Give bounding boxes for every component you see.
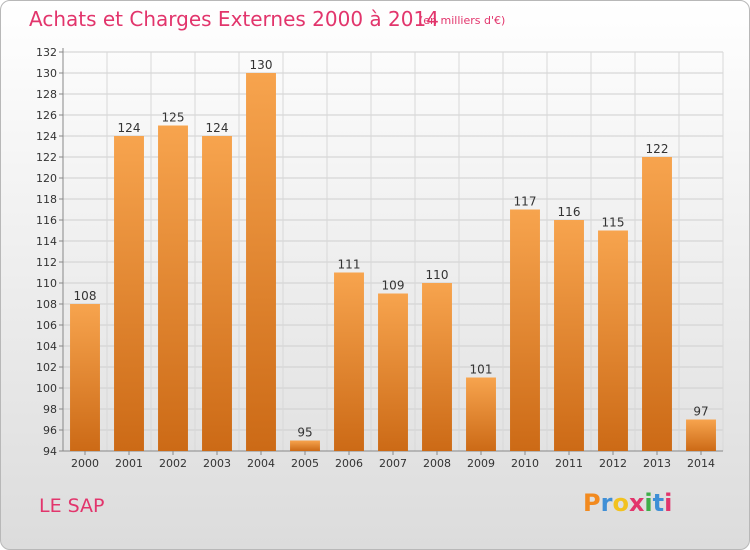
y-tick-label: 122	[36, 151, 57, 164]
bar	[334, 272, 364, 451]
x-tick-label: 2007	[379, 457, 407, 470]
y-tick-label: 128	[36, 88, 57, 101]
y-tick-label: 106	[36, 319, 57, 332]
y-tick-label: 124	[36, 130, 57, 143]
x-tick-label: 2010	[511, 457, 539, 470]
y-tick-label: 100	[36, 382, 57, 395]
data-label: 110	[426, 268, 449, 282]
bar	[510, 209, 540, 451]
chart-subtitle: (en milliers d'€)	[419, 14, 506, 27]
bar-chart: 94 96 98 100 102 104 106 108 110 112 114 116 118 120 1…	[36, 46, 724, 470]
x-tick-label: 2002	[159, 457, 187, 470]
data-label: 111	[338, 258, 361, 272]
data-labels: 108 124 125 124 130 95 111 109 110 101 117 116 115 12…	[74, 58, 709, 440]
x-tick-label: 2008	[423, 457, 451, 470]
y-tick-label: 108	[36, 298, 57, 311]
bar	[114, 136, 144, 451]
y-tick-label: 112	[36, 256, 57, 269]
y-tick-label: 114	[36, 235, 57, 248]
data-label: 124	[206, 121, 229, 135]
data-label: 117	[514, 195, 537, 209]
data-label: 116	[558, 205, 581, 219]
y-tick-label: 120	[36, 172, 57, 185]
data-label: 95	[297, 426, 312, 440]
bar	[466, 377, 496, 451]
x-tick-label: 2014	[687, 457, 715, 470]
x-tick-label: 2012	[599, 457, 627, 470]
y-tick-label: 94	[43, 445, 57, 458]
x-tick-label: 2001	[115, 457, 143, 470]
bar	[598, 230, 628, 451]
data-label: 109	[382, 279, 405, 293]
x-tick-label: 2005	[291, 457, 319, 470]
y-tick-label: 126	[36, 109, 57, 122]
bar	[554, 220, 584, 451]
x-tick-label: 2006	[335, 457, 363, 470]
bar	[378, 293, 408, 451]
data-label: 108	[74, 289, 97, 303]
bar	[686, 419, 716, 451]
y-tick-label: 130	[36, 67, 57, 80]
bars	[70, 73, 716, 451]
y-tick-label: 132	[36, 46, 57, 59]
x-tick-label: 2003	[203, 457, 231, 470]
data-label: 97	[693, 405, 708, 419]
x-tick-label: 2000	[71, 457, 99, 470]
x-tick-label: 2004	[247, 457, 275, 470]
x-tick-label: 2013	[643, 457, 671, 470]
data-label: 124	[118, 121, 141, 135]
y-tick-label: 98	[43, 403, 57, 416]
bar	[158, 125, 188, 451]
data-label: 130	[250, 58, 273, 72]
bar	[422, 283, 452, 451]
y-tick-label: 110	[36, 277, 57, 290]
place-label: LE SAP	[39, 495, 105, 517]
data-label: 122	[646, 142, 669, 156]
data-label: 125	[162, 111, 185, 125]
bar	[290, 440, 320, 451]
y-tick-label: 118	[36, 193, 57, 206]
bar	[246, 73, 276, 451]
bar	[202, 136, 232, 451]
y-tick-label: 102	[36, 361, 57, 374]
y-tick-label: 116	[36, 214, 57, 227]
x-tick-label: 2011	[555, 457, 583, 470]
bar	[642, 157, 672, 451]
proxiti-logo: Proxiti	[583, 489, 673, 517]
bar	[70, 304, 100, 451]
chart-title: Achats et Charges Externes 2000 à 2014	[29, 7, 439, 31]
y-tick-label: 104	[36, 340, 57, 353]
data-label: 101	[470, 363, 493, 377]
x-tick-label: 2009	[467, 457, 495, 470]
data-label: 115	[602, 216, 625, 230]
y-tick-label: 96	[43, 424, 57, 437]
